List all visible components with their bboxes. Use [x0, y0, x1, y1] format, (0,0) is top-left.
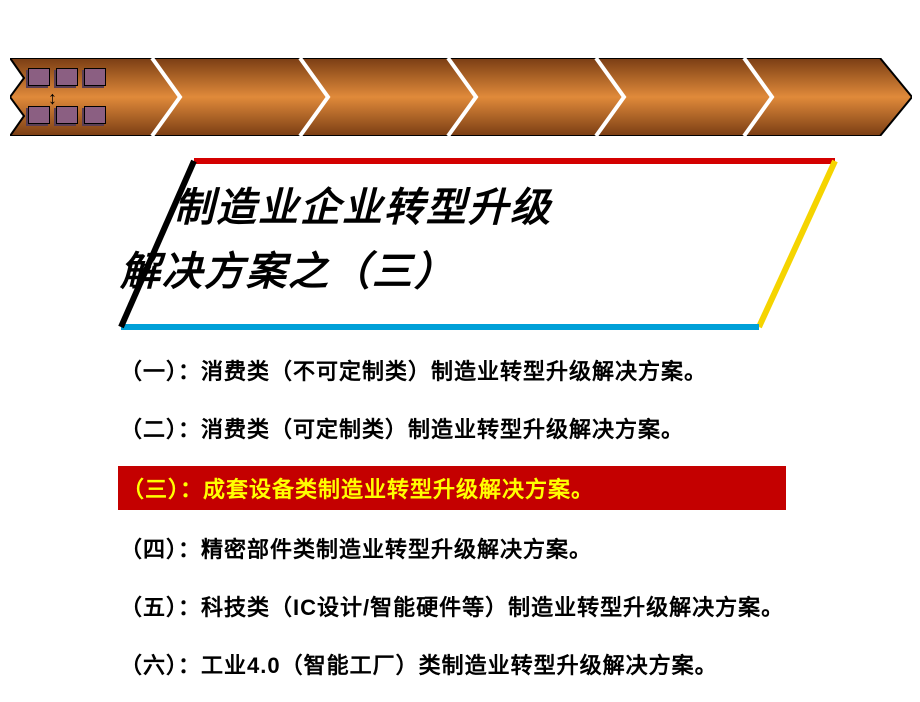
- mini-box: [28, 68, 50, 86]
- list-item: （二）：消费类（可定制类）制造业转型升级解决方案。: [118, 408, 878, 448]
- list-item: （五）：科技类（IC设计/智能硬件等）制造业转型升级解决方案。: [118, 586, 878, 626]
- list-item: （四）：精密部件类制造业转型升级解决方案。: [118, 528, 878, 568]
- list-item-highlight: （三）：成套设备类制造业转型升级解决方案。: [118, 466, 786, 510]
- mini-box: [56, 106, 78, 124]
- title-line-2: 解决方案之（三）: [120, 250, 456, 294]
- slide-title: 制造业企业转型升级 解决方案之（三）: [174, 176, 552, 304]
- list-item: （一）：消费类（不可定制类）制造业转型升级解决方案。: [118, 350, 878, 390]
- title-border-right: [759, 161, 835, 327]
- mini-box: [84, 106, 106, 124]
- updown-arrow-icon: ↕: [48, 88, 57, 109]
- title-box: 制造业企业转型升级 解决方案之（三）: [118, 158, 838, 330]
- mini-box: [84, 68, 106, 86]
- process-arrow-bar: ↕: [10, 58, 912, 136]
- list-item: （六）：工业4.0（智能工厂）类制造业转型升级解决方案。: [118, 644, 878, 684]
- mini-box: [56, 68, 78, 86]
- mini-box-grid: [28, 68, 106, 126]
- mini-box: [28, 106, 50, 124]
- solutions-list: （一）：消费类（不可定制类）制造业转型升级解决方案。 （二）：消费类（可定制类）…: [118, 350, 878, 702]
- title-line-1: 制造业企业转型升级: [174, 186, 552, 230]
- arrow-bar-svg: [10, 58, 912, 136]
